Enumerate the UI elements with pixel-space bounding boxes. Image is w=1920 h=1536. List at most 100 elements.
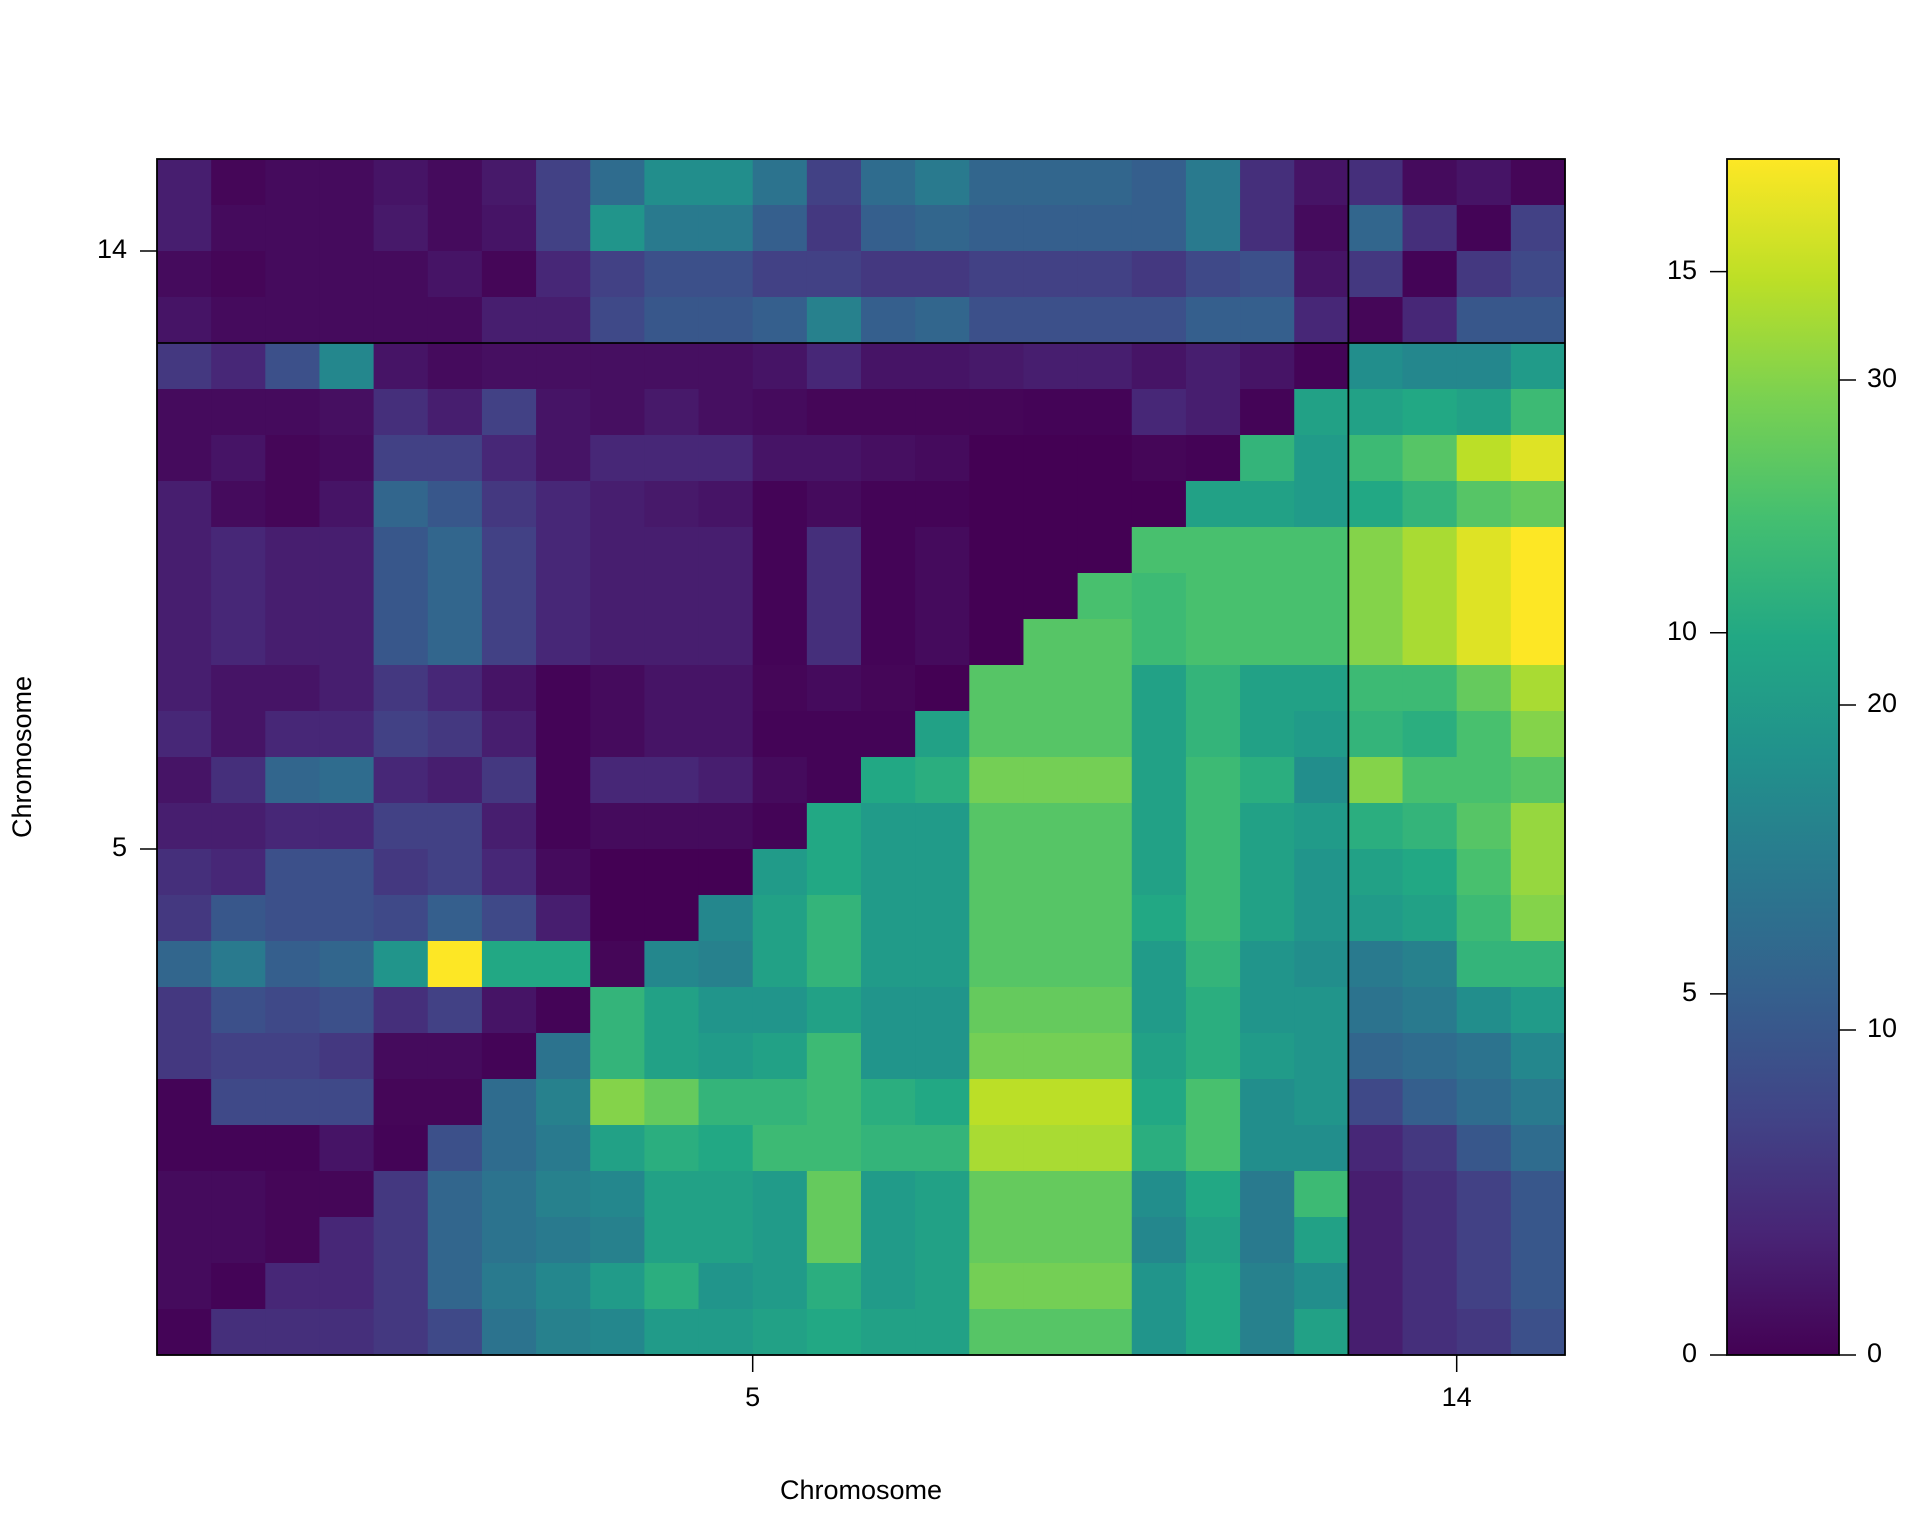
heatmap-cell [806,251,862,298]
heatmap-cell [590,1263,645,1310]
heatmap-cell [1294,435,1349,482]
heatmap-cell [1023,1309,1079,1356]
heatmap-cell [211,619,266,666]
heatmap-cell [1023,573,1079,620]
heatmap-cell [698,1263,754,1310]
heatmap-cell [1294,665,1349,712]
heatmap-cell [752,1309,808,1356]
heatmap-cell [590,665,645,712]
heatmap-cell [536,1217,591,1264]
heatmap-cell [1185,1309,1241,1356]
heatmap-cell [1294,251,1349,298]
heatmap-cell [481,987,537,1034]
heatmap-cell [319,159,375,206]
heatmap-cell [915,619,970,666]
heatmap-cell [1402,389,1458,436]
heatmap-cell [915,1217,970,1264]
heatmap-cell [319,1033,375,1080]
heatmap-cell [265,619,321,666]
heatmap-cell [157,297,212,344]
heatmap-cell [481,1309,537,1356]
heatmap-cell [1185,389,1241,436]
heatmap-cell [211,987,266,1034]
heatmap-cell [1185,757,1241,804]
heatmap-cell [1131,1309,1187,1356]
heatmap-cell [752,757,808,804]
heatmap-cell [211,481,266,528]
heatmap-cell [1023,757,1079,804]
heatmap-cell [319,1217,375,1264]
heatmap-cell [1131,251,1187,298]
heatmap-cell [1185,297,1241,344]
heatmap-cell [1348,481,1404,528]
heatmap-cell [698,1217,754,1264]
heatmap-cell [1077,1033,1133,1080]
heatmap-cell [861,159,916,206]
heatmap-cell [698,389,754,436]
heatmap-cell [698,895,754,942]
heatmap-cell [1240,343,1295,390]
heatmap-cell [536,1263,591,1310]
heatmap-cell [265,895,321,942]
heatmap-cell [644,251,700,298]
heatmap-cell [1348,803,1404,850]
heatmap-cell [590,1171,645,1218]
heatmap-cell [1456,1309,1512,1356]
heatmap-cell [644,1217,700,1264]
heatmap-cell [1456,1171,1512,1218]
heatmap-cell [373,803,429,850]
heatmap-cell [590,205,645,252]
heatmap-cell [915,803,970,850]
heatmap-cell [1294,987,1349,1034]
heatmap-cell [1294,1079,1349,1126]
heatmap-cell [427,619,483,666]
heatmap-cell [427,297,483,344]
heatmap-cell [698,987,754,1034]
heatmap-cell [861,895,916,942]
heatmap-cell [1348,941,1404,988]
heatmap-cell [1402,573,1458,620]
heatmap-cell [1023,527,1079,574]
heatmap-cell [644,1079,700,1126]
heatmap-cell [969,803,1025,850]
heatmap-cell [1402,711,1458,758]
heatmap-cell [752,343,808,390]
heatmap-cell [861,435,916,482]
heatmap-cell [1023,1033,1079,1080]
heatmap-cell [1510,711,1566,758]
heatmap-cell [536,343,591,390]
y-tick-label: 5 [112,832,127,862]
heatmap-cell [373,297,429,344]
heatmap-cell [265,941,321,988]
heatmap-cell [1510,987,1566,1034]
heatmap-cell [969,1033,1025,1080]
heatmap-cell [644,619,700,666]
heatmap-cell [319,1125,375,1172]
heatmap-cell [157,1217,212,1264]
heatmap-cell [1185,435,1241,482]
heatmap-cell [969,251,1025,298]
heatmap-cell [1294,297,1349,344]
heatmap-cell [698,757,754,804]
heatmap-cell [590,435,645,482]
heatmap-cell [1185,1263,1241,1310]
heatmap-cell [1185,895,1241,942]
heatmap-cell [1023,619,1079,666]
heatmap-cell [157,803,212,850]
heatmap-cell [1185,1033,1241,1080]
heatmap-cell [211,343,266,390]
heatmap-cell [590,987,645,1034]
heatmap-cell [373,205,429,252]
heatmap-cell [211,711,266,758]
heatmap-cell [1294,389,1349,436]
colorbar-right-tick-label: 10 [1867,1013,1897,1043]
heatmap-cell [1240,159,1295,206]
heatmap-cell [1348,435,1404,482]
heatmap-cell [1510,1217,1566,1264]
heatmap-cell [1294,1125,1349,1172]
heatmap-cell [1077,619,1133,666]
heatmap-cell [1348,1217,1404,1264]
heatmap-cell [1240,1033,1295,1080]
heatmap-cell [861,343,916,390]
heatmap-cell [1510,941,1566,988]
